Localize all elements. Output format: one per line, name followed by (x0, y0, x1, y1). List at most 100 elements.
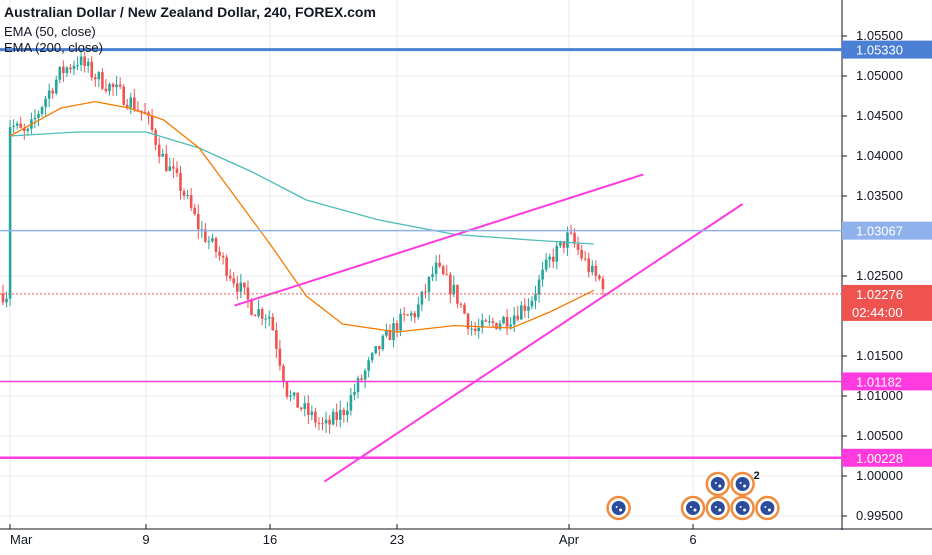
candle-body (583, 258, 587, 260)
candle-body (413, 313, 417, 318)
candle-body (186, 195, 189, 197)
event-count-badge: 2 (754, 470, 760, 482)
candle-body (346, 410, 349, 415)
candle-body (321, 423, 324, 425)
y-tick-label: 1.01000 (856, 388, 903, 403)
candle-body (72, 65, 76, 70)
candle-body (367, 360, 370, 371)
candle-body (502, 316, 505, 324)
candle-body (537, 279, 541, 295)
candle-body (544, 259, 548, 270)
candle-body (480, 320, 484, 328)
candle-body (580, 250, 583, 259)
candle-body (516, 315, 520, 320)
candle-body (360, 378, 363, 380)
candle-body (147, 112, 150, 116)
candle-body (76, 65, 79, 67)
candle-body (555, 245, 559, 262)
candle-body (498, 323, 502, 330)
candle-body (363, 370, 367, 380)
candle-body (15, 123, 19, 126)
ema200-legend[interactable]: EMA (200, close) (4, 40, 103, 55)
flag-event-icon[interactable] (730, 495, 755, 521)
candle-body (140, 110, 143, 112)
candle-body (417, 304, 420, 318)
candle-body (591, 265, 594, 273)
candle-body (559, 241, 562, 246)
candle-body (267, 317, 271, 319)
flag-event-icon[interactable] (705, 471, 731, 497)
candle-body (296, 392, 299, 408)
flag-event-icon[interactable] (755, 495, 780, 521)
ema200-line (9, 131, 594, 245)
candle-body (317, 422, 321, 424)
candle-body (157, 144, 161, 157)
flag-event-icon[interactable] (680, 495, 706, 521)
candle-body (587, 258, 591, 273)
candle-body (221, 255, 225, 258)
candle-body (342, 409, 346, 415)
candle-body (200, 229, 204, 231)
candle-body (473, 328, 477, 332)
flag-event-icon[interactable] (730, 471, 755, 497)
candle-body (79, 56, 83, 66)
x-tick-label: 23 (390, 532, 404, 547)
candle-body (449, 274, 452, 295)
candle-body (338, 409, 342, 420)
candle-body (328, 419, 331, 425)
x-tick-label: 6 (689, 532, 696, 547)
candle-body (399, 313, 402, 331)
candle-body (260, 309, 264, 319)
x-tick-label: 9 (142, 532, 149, 547)
candle-body (438, 262, 441, 267)
flag-event-icon[interactable] (606, 495, 631, 521)
candle-body (534, 294, 537, 301)
candle-body (452, 284, 456, 295)
candle-body (26, 128, 30, 131)
candle-body (459, 303, 463, 305)
ema50-legend[interactable]: EMA (50, close) (4, 24, 96, 39)
candle-body (271, 317, 275, 331)
countdown-label: 02:44:00 (852, 305, 903, 320)
last-price-label: 1.02276 (856, 287, 903, 302)
candle-body (236, 283, 239, 292)
candle-body (385, 330, 388, 336)
candle-body (335, 411, 338, 420)
x-tick-label: 16 (263, 532, 277, 547)
candle-body (495, 323, 498, 330)
candle-body (122, 86, 125, 105)
candle-body (445, 274, 449, 276)
candle-body (172, 166, 175, 169)
candle-body (292, 392, 296, 396)
candle-body (118, 84, 122, 87)
flag-event-icon[interactable] (705, 495, 731, 521)
candle-body (129, 97, 133, 108)
candle-body (214, 238, 218, 252)
candle-body (62, 66, 65, 74)
candle-body (378, 346, 381, 350)
candle-body (1, 293, 5, 303)
y-tick-label: 0.99500 (856, 508, 903, 523)
candle-body (530, 300, 534, 307)
price-label: 1.01182 (856, 374, 902, 389)
candle-body (225, 257, 228, 276)
candle-body (310, 411, 314, 415)
candle-body (470, 328, 473, 330)
price-label: 1.05330 (856, 43, 903, 58)
chart-title: Australian Dollar / New Zealand Dollar, … (4, 4, 376, 20)
candle-body (466, 313, 470, 329)
candle-body (232, 278, 236, 284)
price-label-box (842, 40, 932, 59)
candle-body (598, 275, 601, 279)
candle-body (111, 83, 115, 88)
candle-body (8, 127, 12, 299)
candle-body (65, 67, 69, 74)
candle-body (566, 232, 569, 248)
x-tick-label: Mar (10, 532, 33, 547)
candle-body (19, 123, 23, 128)
candle-body (90, 61, 94, 78)
candle-body (520, 305, 523, 320)
candle-body (37, 113, 40, 118)
